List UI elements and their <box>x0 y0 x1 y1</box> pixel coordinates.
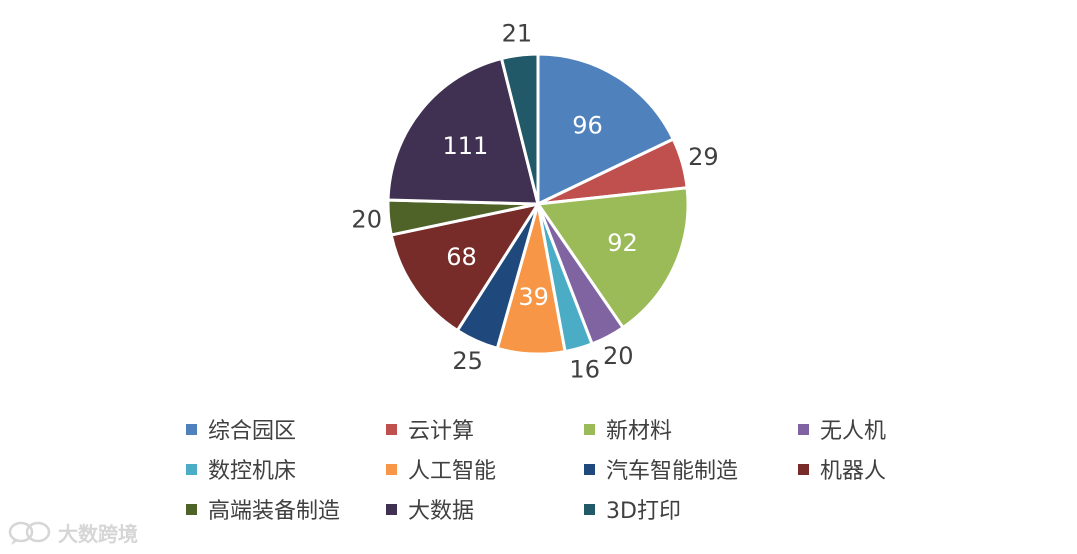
data-label: 21 <box>502 19 533 47</box>
legend-label: 新材料 <box>606 419 673 444</box>
legend-label: 3D打印 <box>606 499 681 524</box>
watermark-text: 大数跨境 <box>58 522 138 546</box>
legend-label: 人工智能 <box>408 459 497 484</box>
legend-label: 汽车智能制造 <box>606 459 739 484</box>
legend-label: 高端装备制造 <box>208 499 341 524</box>
legend-label: 综合园区 <box>208 419 297 444</box>
legend-swatch <box>798 423 809 435</box>
legend-item: 综合园区 <box>186 412 296 446</box>
data-label: 25 <box>452 347 483 375</box>
legend-swatch <box>386 423 397 435</box>
data-label: 39 <box>518 283 549 311</box>
legend-item: 大数据 <box>386 492 474 526</box>
data-label: 16 <box>569 356 600 384</box>
legend-item: 新材料 <box>584 412 672 446</box>
legend-label: 机器人 <box>820 459 887 484</box>
legend-item: 汽车智能制造 <box>584 452 738 486</box>
pie-slice <box>535 186 690 330</box>
legend-item: 机器人 <box>798 452 886 486</box>
legend-item: 数控机床 <box>186 452 296 486</box>
legend-swatch <box>584 423 595 435</box>
data-label: 29 <box>688 143 719 171</box>
data-label: 96 <box>572 111 603 139</box>
pie-slice <box>386 56 540 206</box>
data-label: 68 <box>446 243 477 271</box>
legend-swatch <box>186 423 197 435</box>
legend-swatch <box>186 503 197 515</box>
legend-item: 人工智能 <box>386 452 496 486</box>
data-label: 111 <box>443 132 489 160</box>
chat-bubbles-logo-icon <box>8 521 51 545</box>
legend-label: 数控机床 <box>208 459 297 484</box>
pie-slice <box>499 52 540 205</box>
legend-item: 高端装备制造 <box>186 492 340 526</box>
legend-label: 大数据 <box>408 499 475 524</box>
legend-swatch <box>584 463 595 475</box>
watermark: 大数跨境 <box>8 518 138 547</box>
legend-swatch <box>386 463 397 475</box>
data-label: 92 <box>607 229 638 257</box>
legend-label: 无人机 <box>820 419 887 444</box>
legend-item: 无人机 <box>798 412 886 446</box>
legend-item: 云计算 <box>386 412 474 446</box>
data-label: 20 <box>603 342 634 370</box>
pie-slice <box>536 52 676 207</box>
legend-swatch <box>584 503 595 515</box>
legend-swatch <box>186 463 197 475</box>
pie-slice <box>389 201 542 333</box>
data-label: 20 <box>351 206 382 234</box>
legend-label: 云计算 <box>408 419 475 444</box>
legend-swatch <box>386 503 397 515</box>
legend-item: 3D打印 <box>584 492 681 526</box>
legend-swatch <box>798 463 809 475</box>
